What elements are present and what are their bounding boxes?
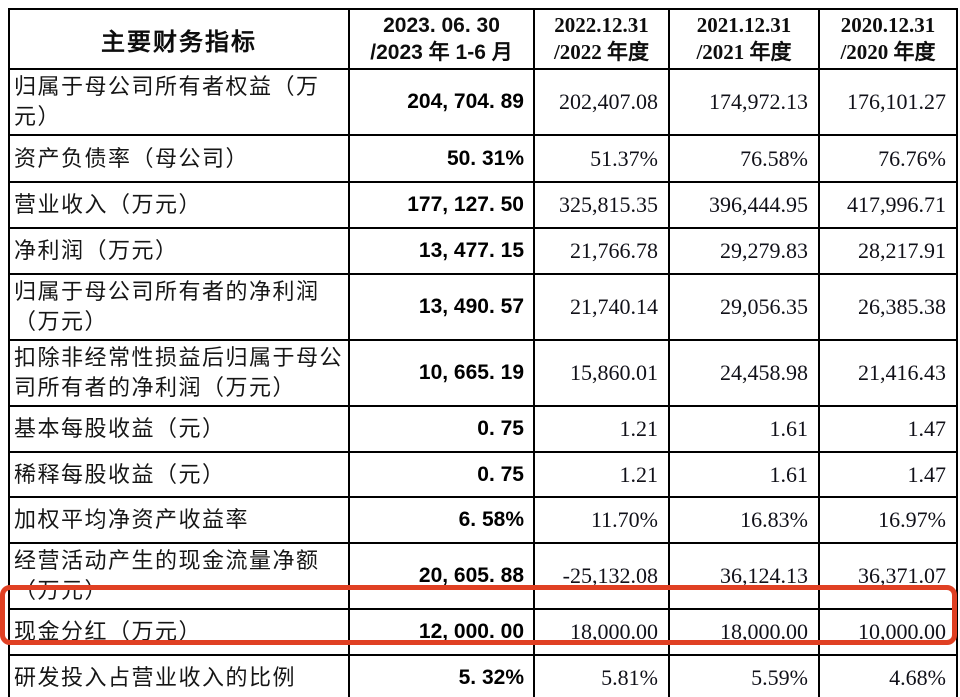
table-row-equity: 归属于母公司所有者权益（万元） 204, 704. 89 202,407.08 …: [8, 68, 958, 136]
cell-value: 21,740.14: [533, 273, 670, 341]
cell-value: 29,279.83: [668, 227, 820, 275]
cell-value: -25,132.08: [533, 542, 670, 610]
cell-value: 28,217.91: [818, 227, 958, 275]
cell-value: 0. 75: [348, 405, 535, 453]
period-line1: 2022.12.31: [554, 13, 649, 37]
header-cell-period-2021: 2021.12.31 /2021 年度: [668, 8, 820, 70]
cell-value: 26,385.38: [818, 273, 958, 341]
period-line1: 2020.12.31: [840, 13, 936, 37]
header-cell-period-2023: 2023. 06. 30 /2023 年 1-6 月: [348, 8, 535, 70]
header-cell-indicator: 主要财务指标: [8, 8, 350, 70]
table-row-revenue: 营业收入（万元） 177, 127. 50 325,815.35 396,444…: [8, 181, 958, 229]
cell-value: 325,815.35: [533, 181, 670, 229]
cell-value: 1.61: [668, 451, 820, 498]
row-label: 加权平均净资产收益率: [8, 496, 350, 544]
cell-value: 177, 127. 50: [348, 181, 535, 229]
row-label: 扣除非经常性损益后归属于母公司所有者的净利润（万元）: [8, 339, 350, 407]
row-label: 净利润（万元）: [8, 227, 350, 275]
cell-value: 417,996.71: [818, 181, 958, 229]
cell-value: 5.59%: [668, 654, 820, 697]
cell-value: 21,766.78: [533, 227, 670, 275]
period-line1: 2021.12.31: [696, 13, 792, 37]
table-row-parent-net-profit: 归属于母公司所有者的净利润（万元） 13, 490. 57 21,740.14 …: [8, 273, 958, 341]
table-row-deducted-net-profit: 扣除非经常性损益后归属于母公司所有者的净利润（万元） 10, 665. 19 1…: [8, 339, 958, 407]
period-line1: 2023. 06. 30: [383, 14, 500, 37]
cell-value: 1.21: [533, 405, 670, 453]
cell-value: 5. 32%: [348, 654, 535, 697]
cell-value: 0. 75: [348, 451, 535, 498]
cell-value: 21,416.43: [818, 339, 958, 407]
cell-value: 1.21: [533, 451, 670, 498]
cell-value: 18,000.00: [668, 608, 820, 656]
cell-value: 24,458.98: [668, 339, 820, 407]
cell-value: 18,000.00: [533, 608, 670, 656]
cell-value: 1.47: [818, 405, 958, 453]
cell-value: 204, 704. 89: [348, 68, 535, 136]
period-line2: /2021 年度: [696, 40, 792, 64]
cell-value: 15,860.01: [533, 339, 670, 407]
cell-value: 10, 665. 19: [348, 339, 535, 407]
cell-value: 51.37%: [533, 134, 670, 183]
cell-value: 50. 31%: [348, 134, 535, 183]
period-line2: /2022 年度: [553, 40, 650, 64]
row-label: 稀释每股收益（元）: [8, 451, 350, 498]
cell-value: 1.47: [818, 451, 958, 498]
row-label: 经营活动产生的现金流量净额（万元）: [8, 542, 350, 610]
table-row-operating-cash-flow: 经营活动产生的现金流量净额（万元） 20, 605. 88 -25,132.08…: [8, 542, 958, 610]
financial-indicators-table: 主要财务指标 2023. 06. 30 /2023 年 1-6 月 2022.1…: [8, 8, 958, 697]
table-row-net-profit: 净利润（万元） 13, 477. 15 21,766.78 29,279.83 …: [8, 227, 958, 275]
row-label: 归属于母公司所有者的净利润（万元）: [8, 273, 350, 341]
cell-value: 6. 58%: [348, 496, 535, 544]
cell-value: 36,124.13: [668, 542, 820, 610]
row-label: 营业收入（万元）: [8, 181, 350, 229]
table-row-debt-ratio: 资产负债率（母公司） 50. 31% 51.37% 76.58% 76.76%: [8, 134, 958, 183]
header-cell-period-2022: 2022.12.31 /2022 年度: [533, 8, 670, 70]
cell-value: 11.70%: [533, 496, 670, 544]
cell-value: 202,407.08: [533, 68, 670, 136]
cell-value: 10,000.00: [818, 608, 958, 656]
table-row-weighted-avg-roe: 加权平均净资产收益率 6. 58% 11.70% 16.83% 16.97%: [8, 496, 958, 544]
cell-value: 13, 490. 57: [348, 273, 535, 341]
row-label: 归属于母公司所有者权益（万元）: [8, 68, 350, 136]
row-label: 现金分红（万元）: [8, 608, 350, 656]
table-row-rd-ratio: 研发投入占营业收入的比例 5. 32% 5.81% 5.59% 4.68%: [8, 654, 958, 697]
cell-value: 20, 605. 88: [348, 542, 535, 610]
cell-value: 13, 477. 15: [348, 227, 535, 275]
cell-value: 1.61: [668, 405, 820, 453]
cell-value: 16.97%: [818, 496, 958, 544]
period-line2: /2020 年度: [840, 40, 936, 64]
table-row-cash-dividend: 现金分红（万元） 12, 000. 00 18,000.00 18,000.00…: [8, 608, 958, 656]
cell-value: 176,101.27: [818, 68, 958, 136]
cell-value: 76.76%: [818, 134, 958, 183]
cell-value: 36,371.07: [818, 542, 958, 610]
table-row-basic-eps: 基本每股收益（元） 0. 75 1.21 1.61 1.47: [8, 405, 958, 453]
cell-value: 5.81%: [533, 654, 670, 697]
header-cell-period-2020: 2020.12.31 /2020 年度: [818, 8, 958, 70]
row-label: 研发投入占营业收入的比例: [8, 654, 350, 697]
cell-value: 396,444.95: [668, 181, 820, 229]
row-label: 资产负债率（母公司）: [8, 134, 350, 183]
table-row-diluted-eps: 稀释每股收益（元） 0. 75 1.21 1.61 1.47: [8, 451, 958, 498]
cell-value: 16.83%: [668, 496, 820, 544]
cell-value: 174,972.13: [668, 68, 820, 136]
cell-value: 12, 000. 00: [348, 608, 535, 656]
table-header-row: 主要财务指标 2023. 06. 30 /2023 年 1-6 月 2022.1…: [8, 8, 958, 70]
row-label: 基本每股收益（元）: [8, 405, 350, 453]
cell-value: 4.68%: [818, 654, 958, 697]
cell-value: 76.58%: [668, 134, 820, 183]
period-line2: /2023 年 1-6 月: [370, 41, 513, 64]
cell-value: 29,056.35: [668, 273, 820, 341]
